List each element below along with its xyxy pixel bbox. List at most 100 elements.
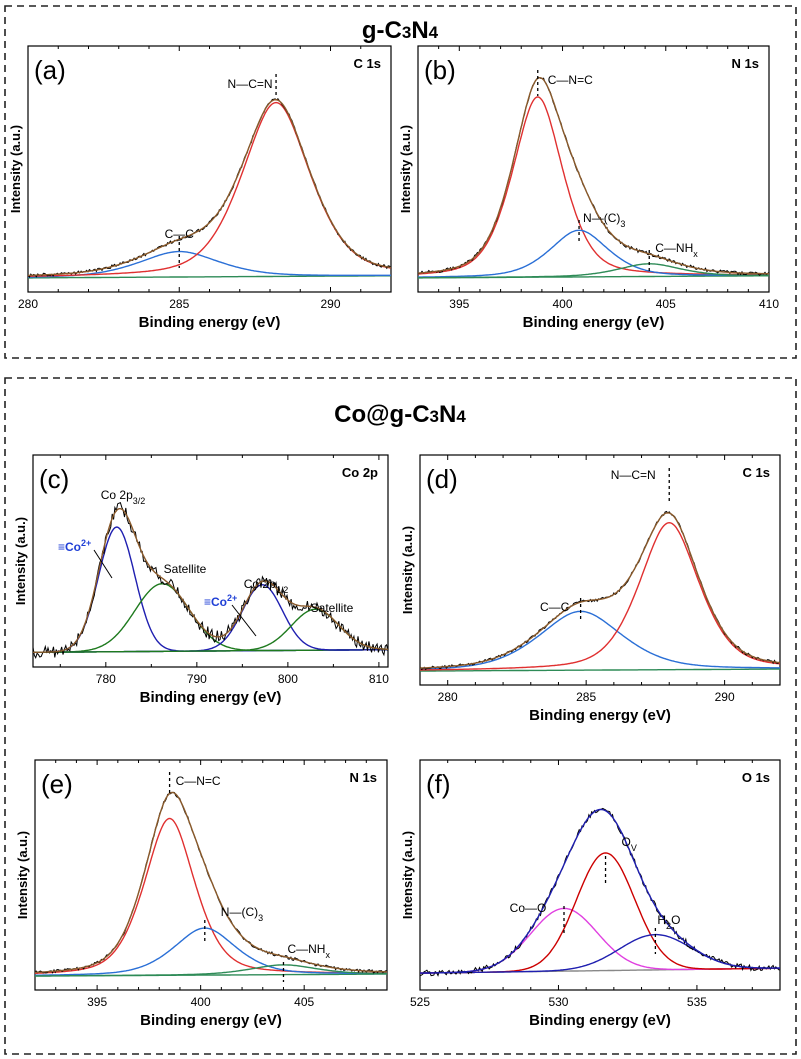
x-tick-label: 525 [410,995,430,1009]
section-box-gc3n4 [4,5,797,359]
peak-label: N—C=N [228,77,273,91]
x-tick-label: 395 [87,995,107,1009]
fit-component-1 [420,610,780,670]
plot-frame [419,759,781,991]
peak-label: Co—O [510,901,547,915]
background-line [420,668,780,672]
peak-label: N—(C)3 [583,211,625,229]
panel-f: 525 530 535 Binding energy (eV) Intensity (a… [400,759,781,1029]
envelope-fit-line [419,512,781,669]
peak-label: ≡Co2+ [58,538,91,554]
section-title-co-gc3n4: Co@g-C3N4 [334,401,466,428]
peak-label: C—C [540,600,570,614]
envelope-fit-line [420,808,780,974]
panel-label: (c) [39,464,69,494]
peak-label: ≡Co2+ [204,593,237,609]
peak-label: N—C=N [611,468,656,482]
x-axis-title: Binding energy (eV) [529,707,671,724]
peak-label: Co 2p1/2 [244,577,289,595]
leader-line [93,549,113,579]
x-tick-label: 530 [548,995,568,1009]
peak-label: H2O [657,913,680,931]
x-axis-title: Binding energy (eV) [529,1012,671,1029]
x-tick-label: 285 [576,690,596,704]
peak-label: C—NHx [287,942,330,960]
panel-label: (a) [34,55,66,85]
fit-component-3 [420,933,780,974]
x-axis-title: Binding energy (eV) [140,689,282,706]
y-axis-title: Intensity (a.u.) [13,517,28,605]
x-tick-label: 400 [191,995,211,1009]
fit-component-3 [34,964,388,977]
y-axis-title: Intensity (a.u.) [8,125,23,213]
background-line [28,275,391,279]
peak-label: Satellite [164,562,207,576]
raw-data-line [34,791,388,974]
x-tick-label: 400 [553,297,573,311]
spectrum-label: Co 2p [342,465,378,480]
x-tick-label: 410 [759,297,779,311]
raw-data-line [32,502,389,659]
peak-label: C—N=C [176,774,221,788]
fit-component-3 [418,263,769,279]
section-title-gc3n4: g-C3N4 [362,17,439,44]
x-tick-label: 790 [187,672,207,686]
panel-label: (f) [426,769,451,799]
panel-a: 280 285 290 Binding energy (eV) Intensity (a… [8,45,392,331]
fit-component-4 [33,608,389,653]
envelope-fit-line [34,791,387,974]
panel-e: 395 400 405 Binding energy (eV) Intensity (a… [15,759,388,1029]
x-tick-label: 405 [294,995,314,1009]
y-axis-title: Intensity (a.u.) [15,831,30,919]
raw-data-line [419,807,781,977]
fit-component-1 [417,96,769,276]
fit-component-2 [34,927,387,976]
plot-frame [32,454,389,668]
x-tick-label: 800 [278,672,298,686]
x-tick-label: 535 [687,995,707,1009]
envelope-fit-line [33,508,389,653]
panel-b: 395 400 405 410 Binding energy (eV) Intensity… [398,45,779,331]
panel-label: (b) [424,55,456,85]
plot-frame [34,759,388,991]
fit-component-1 [35,817,387,974]
panel-label: (e) [41,769,73,799]
peak-label: C—C [165,227,195,241]
spectrum-label: N 1s [350,770,377,785]
panel-label: (d) [426,464,458,494]
envelope-fit-line [417,76,769,275]
peak-label: OV [622,835,637,853]
x-axis-title: Binding energy (eV) [523,314,665,331]
section-box-co-gc3n4 [4,377,797,1055]
y-axis-title: Intensity (a.u.) [400,526,415,614]
plot-frame [27,45,392,293]
fit-component-2 [418,229,769,278]
spectrum-label: C 1s [354,56,381,71]
x-tick-label: 290 [715,690,735,704]
plot-frame [419,454,781,686]
y-axis-title: Intensity (a.u.) [400,831,415,919]
x-tick-label: 780 [96,672,116,686]
spectrum-label: O 1s [742,770,770,785]
x-tick-label: 280 [438,690,458,704]
x-tick-label: 290 [320,297,340,311]
peak-label: C—N=C [548,73,593,87]
fit-component-2 [420,521,781,671]
peak-label: Co 2p3/2 [101,488,146,506]
panel-c: 780 790 800 810 Binding energy (eV) Intensity… [13,454,389,706]
leader-line [231,604,257,637]
x-tick-label: 280 [18,297,38,311]
envelope-fit-line [27,98,392,277]
plot-frame [417,45,770,293]
y-axis-title: Intensity (a.u.) [398,125,413,213]
spectrum-label: N 1s [732,56,759,71]
raw-data-line [419,510,781,671]
panel-d: 280 285 290 Binding energy (eV) Intensity (a… [400,454,781,724]
peak-label: C—NHx [655,241,698,259]
raw-data-line [417,76,770,276]
peak-label: N—(C)3 [221,905,263,923]
fit-component-2 [420,852,780,974]
x-tick-label: 285 [169,297,189,311]
fit-component-2 [28,101,392,277]
